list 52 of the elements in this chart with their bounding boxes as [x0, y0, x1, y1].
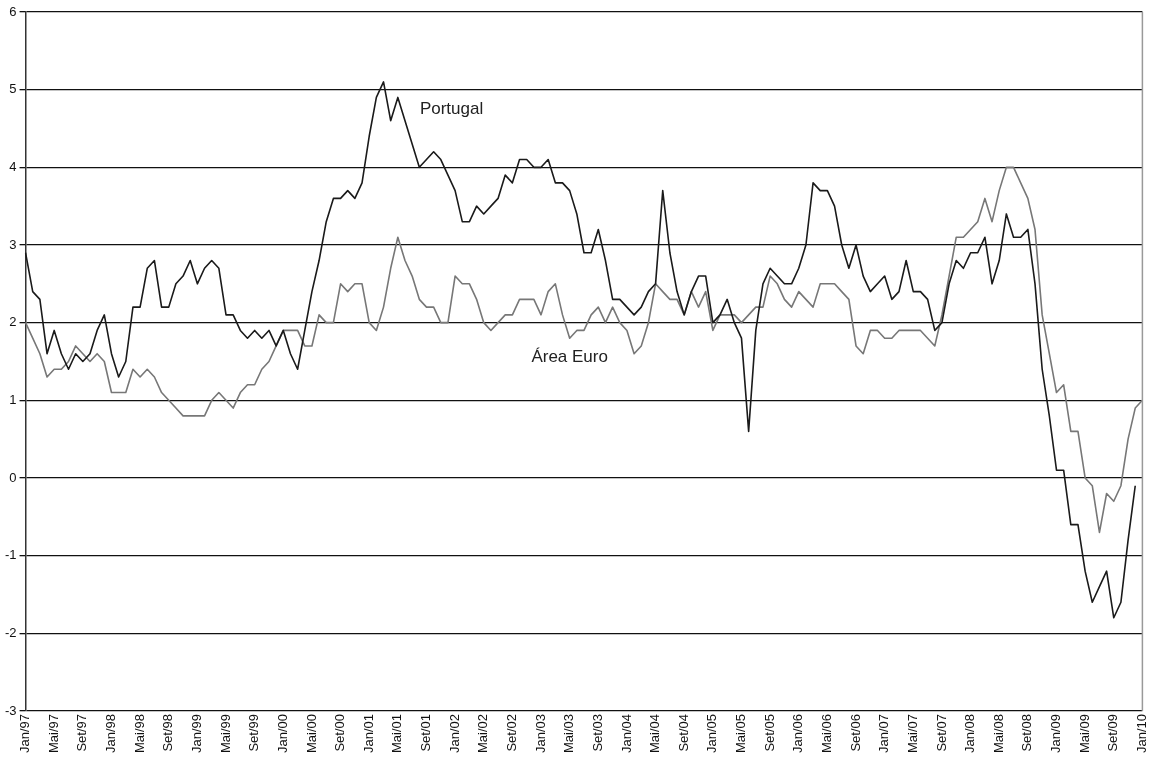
x-tick-label: Jan/02 [446, 713, 462, 754]
x-tick-label: Mai/07 [904, 713, 920, 753]
x-tick-label: Set/01 [418, 713, 434, 752]
y-tick-label: 2 [9, 314, 17, 330]
x-tick-label: Mai/05 [733, 713, 749, 753]
x-tick-label: Mai/03 [561, 713, 577, 753]
x-tick-label: Set/98 [160, 713, 176, 752]
x-tick-label: Mai/09 [1076, 713, 1092, 753]
x-tick-label: Jan/97 [17, 713, 33, 754]
x-tick-label: Set/02 [503, 713, 519, 752]
x-tick-label: Set/04 [675, 713, 691, 752]
x-tick-label: Set/00 [332, 713, 348, 752]
x-tick-label: Set/09 [1105, 713, 1121, 752]
series-label: Área Euro [531, 347, 608, 367]
x-tick-label: Jan/98 [103, 713, 119, 754]
x-tick-label: Set/06 [847, 713, 863, 752]
x-tick-label: Jan/99 [188, 713, 204, 754]
x-tick-label: Mai/04 [647, 713, 663, 753]
x-tick-label: Mai/98 [131, 713, 147, 753]
x-tick-label: Jan/08 [962, 713, 978, 754]
x-tick-label: Jan/01 [360, 713, 376, 754]
x-tick-label: Set/05 [761, 713, 777, 752]
x-tick-label: Jan/05 [704, 713, 720, 754]
y-tick-label: 3 [9, 236, 17, 252]
x-tick-label: Mai/99 [217, 713, 233, 753]
x-tick-label: Jan/09 [1048, 713, 1064, 754]
y-tick-label: -1 [5, 547, 17, 563]
x-tick-label: Mai/97 [45, 713, 61, 753]
x-tick-label: Mai/01 [389, 713, 405, 753]
series-label: Portugal [419, 98, 484, 118]
x-tick-label: Set/03 [589, 713, 605, 752]
x-tick-label: Set/99 [246, 713, 262, 752]
y-tick-label: 6 [9, 3, 17, 19]
x-tick-label: Mai/08 [990, 713, 1006, 753]
x-tick-label: Jan/07 [876, 713, 892, 754]
x-tick-label: Set/08 [1019, 713, 1035, 752]
x-tick-label: Jan/00 [274, 713, 290, 754]
x-tick-label: Mai/00 [303, 713, 319, 753]
x-tick-label: Mai/06 [818, 713, 834, 753]
x-tick-label: Jan/06 [790, 713, 806, 754]
x-tick-label: Jan/10 [1133, 713, 1149, 754]
x-tick-label: Jan/04 [618, 713, 634, 754]
y-tick-label: 0 [9, 469, 17, 485]
y-tick-label: 4 [9, 158, 17, 174]
x-tick-label: Set/07 [933, 713, 949, 752]
x-tick-label: Jan/03 [532, 713, 548, 754]
y-tick-label: 5 [9, 81, 17, 97]
y-tick-label: -2 [5, 624, 17, 640]
x-tick-label: Mai/02 [475, 713, 491, 753]
x-tick-label: Set/97 [74, 713, 90, 752]
y-tick-label: -3 [5, 702, 17, 718]
y-tick-label: 1 [9, 391, 17, 407]
